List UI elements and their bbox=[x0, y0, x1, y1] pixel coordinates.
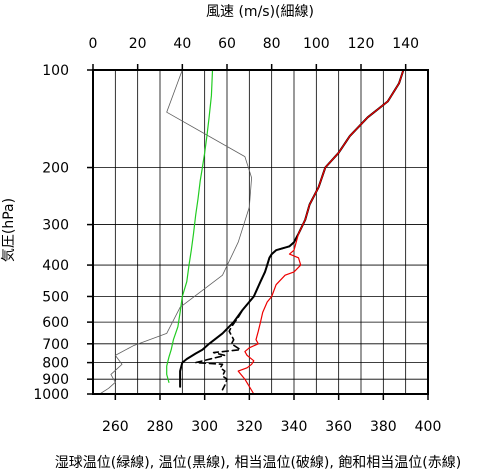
bottom-tick-label-400: 400 bbox=[415, 419, 442, 435]
top-tick-label-100: 100 bbox=[303, 36, 330, 52]
bottom-tick-label-260: 260 bbox=[102, 419, 129, 435]
y-tick-label-1000: 1000 bbox=[33, 387, 69, 403]
y-tick-label-400: 400 bbox=[42, 258, 69, 274]
series-potential-temperature bbox=[179, 69, 405, 388]
y-axis-title: 気圧(hPa) bbox=[1, 198, 17, 262]
top-axis-title: 風速 (m/s)(細線) bbox=[206, 4, 314, 20]
top-tick-label-40: 40 bbox=[173, 36, 191, 52]
series-saturated-equivalent-potential-temperature bbox=[237, 69, 404, 395]
bottom-tick-label-320: 320 bbox=[236, 419, 263, 435]
y-tick-label-500: 500 bbox=[42, 289, 69, 305]
series-equivalent-potential-temperature bbox=[194, 69, 405, 391]
series-wet-bulb-potential-temperature bbox=[166, 69, 214, 383]
y-tick-label-900: 900 bbox=[42, 372, 69, 388]
top-tick-label-20: 20 bbox=[129, 36, 147, 52]
y-tick-label-800: 800 bbox=[42, 356, 69, 372]
y-tick-label-300: 300 bbox=[42, 218, 69, 234]
y-tick-label-700: 700 bbox=[42, 337, 69, 353]
bottom-tick-label-280: 280 bbox=[147, 419, 174, 435]
grid bbox=[92, 69, 429, 395]
top-tick-label-60: 60 bbox=[218, 36, 236, 52]
bottom-tick-label-360: 360 bbox=[325, 419, 352, 435]
y-tick-label-100: 100 bbox=[42, 63, 69, 79]
bottom-tick-label-340: 340 bbox=[281, 419, 308, 435]
series-wind-speed bbox=[99, 69, 253, 395]
series-layer bbox=[99, 69, 405, 395]
bottom-tick-label-380: 380 bbox=[370, 419, 397, 435]
top-tick-label-120: 120 bbox=[348, 36, 375, 52]
top-tick-label-140: 140 bbox=[392, 36, 419, 52]
y-tick-label-200: 200 bbox=[42, 161, 69, 177]
bottom-tick-label-300: 300 bbox=[191, 419, 218, 435]
top-tick-label-80: 80 bbox=[263, 36, 281, 52]
plot-frame bbox=[92, 69, 429, 395]
y-tick-label-600: 600 bbox=[42, 315, 69, 331]
bottom-axis-title: 湿球温位(緑線), 温位(黒線), 相当温位(破線), 飽和相当温位(赤線) bbox=[55, 454, 461, 471]
axis-ticks: 0 20 40 60 80 100 120 140 260 280 300 320 340 360 380 4… bbox=[33, 36, 441, 435]
top-tick-label-0: 0 bbox=[89, 36, 98, 52]
